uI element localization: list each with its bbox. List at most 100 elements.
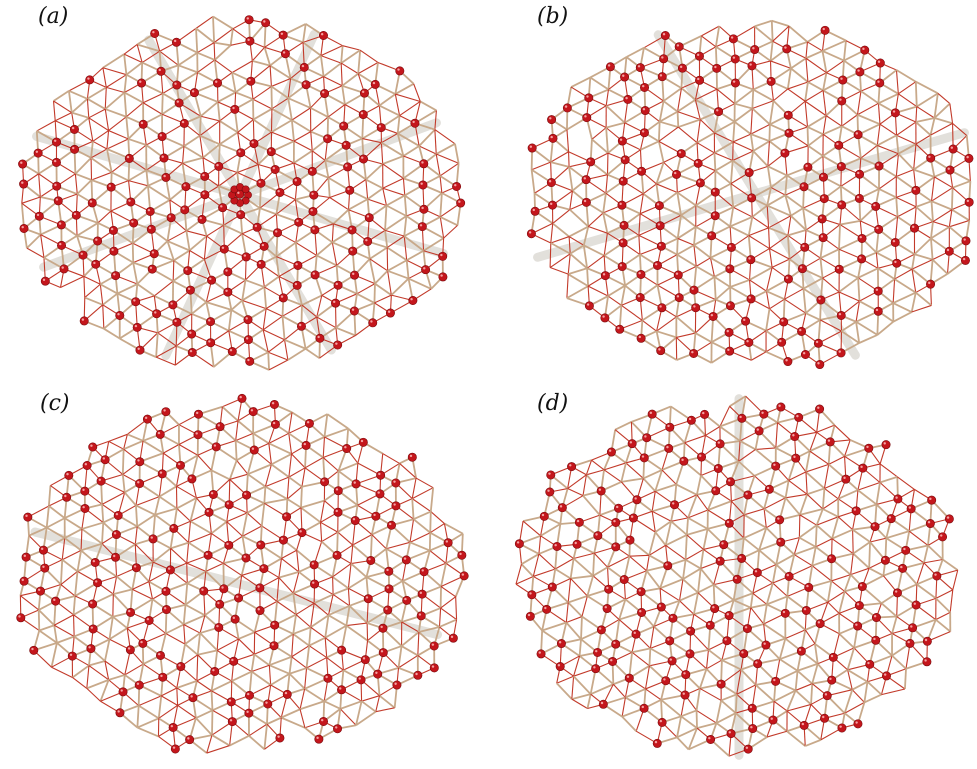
bond [790, 57, 807, 70]
atom [180, 205, 190, 215]
atom-highlight [361, 90, 365, 94]
atom-highlight [232, 616, 236, 620]
bond [857, 277, 861, 302]
bond [733, 121, 752, 135]
atom-highlight [89, 200, 93, 203]
bond [696, 132, 715, 144]
atom [611, 542, 621, 552]
atom [241, 553, 251, 563]
atom-highlight [421, 161, 424, 164]
atom-highlight [676, 295, 680, 298]
bond [386, 541, 411, 550]
bond [176, 485, 197, 499]
bond [951, 187, 954, 210]
bond [521, 553, 540, 565]
bond [699, 687, 722, 701]
bond [60, 584, 76, 597]
bond [749, 279, 767, 292]
atom-highlight [600, 701, 604, 705]
bond [714, 141, 734, 154]
bond [196, 51, 216, 61]
atom [385, 308, 395, 318]
atom [19, 179, 29, 189]
atom [685, 649, 695, 659]
bond [894, 268, 913, 280]
bond [676, 111, 680, 128]
bond [104, 660, 126, 676]
bond [930, 238, 934, 260]
atom-highlight [674, 171, 677, 175]
atom-highlight [793, 455, 796, 459]
bond [750, 123, 771, 135]
bond [847, 669, 853, 690]
atom-highlight [666, 445, 669, 449]
bond [440, 563, 447, 587]
atom-highlight [280, 295, 284, 298]
bond [183, 145, 204, 159]
bond [295, 242, 317, 256]
bond [276, 592, 294, 603]
bond [629, 555, 647, 572]
atom-highlight [236, 595, 239, 598]
bond [807, 133, 824, 147]
atom [259, 564, 269, 574]
bond [930, 201, 934, 222]
bond [750, 108, 753, 135]
atom [193, 430, 203, 440]
bond [176, 508, 191, 522]
bond [732, 141, 754, 152]
bond [108, 433, 128, 442]
atom-highlight [947, 167, 950, 170]
atom-highlight [777, 517, 780, 520]
bond [124, 663, 144, 676]
atom [744, 168, 754, 178]
atom [766, 76, 776, 86]
atom-highlight [251, 141, 254, 144]
bond [435, 153, 441, 176]
bond [340, 63, 343, 86]
atom [614, 503, 624, 513]
bond [124, 491, 137, 507]
bond [602, 212, 609, 234]
atom [118, 687, 128, 697]
atom [771, 461, 781, 471]
bond [276, 600, 297, 616]
atom-highlight [386, 568, 389, 572]
atom [911, 185, 921, 195]
atom [777, 337, 787, 347]
atom [780, 608, 790, 618]
bond [878, 176, 897, 190]
bond [340, 700, 362, 710]
atom [407, 452, 417, 462]
bond [751, 107, 771, 126]
bond [749, 134, 755, 152]
bond [827, 601, 840, 614]
atom-highlight [42, 565, 45, 568]
atom [144, 615, 154, 625]
atom [801, 605, 811, 615]
bond [197, 454, 212, 471]
atom-highlight [900, 565, 903, 569]
bond [807, 72, 827, 83]
atom [600, 271, 610, 281]
atom [443, 538, 453, 548]
bond [158, 704, 178, 719]
atom [337, 645, 347, 655]
atom [754, 426, 764, 436]
atom [605, 62, 615, 72]
atom-highlight [126, 155, 130, 159]
bond [915, 80, 939, 95]
atom [815, 619, 825, 629]
atom-highlight [440, 274, 443, 277]
atom [168, 722, 178, 732]
atom-highlight [688, 628, 691, 631]
atom [126, 607, 136, 617]
atom-highlight [225, 269, 228, 272]
atom [236, 210, 246, 220]
atom-highlight [81, 318, 85, 321]
bond [649, 626, 655, 649]
atom-highlight [88, 646, 91, 649]
atom [726, 477, 736, 487]
atom-highlight [217, 424, 220, 427]
bond [821, 50, 828, 73]
